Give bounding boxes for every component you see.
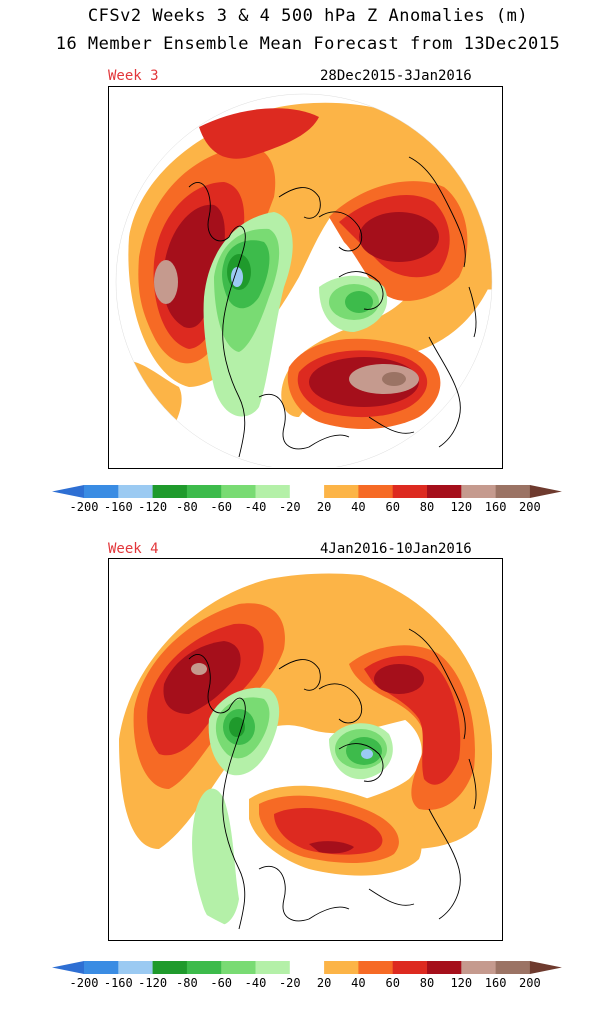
colorbar-tick-label: -160 bbox=[104, 500, 133, 512]
colorbar-bin bbox=[221, 961, 256, 974]
colorbar-tick-label: -200 bbox=[70, 500, 99, 512]
colorbar-bin bbox=[255, 485, 291, 498]
colorbar-bin bbox=[324, 485, 359, 498]
week-4-date-range: 4Jan2016-10Jan2016 bbox=[320, 541, 472, 557]
anomaly-band-dark-red bbox=[163, 641, 241, 714]
colorbar-bin bbox=[358, 485, 393, 498]
colorbar-tick-label: -160 bbox=[104, 976, 133, 988]
colorbar-tick-label: -200 bbox=[70, 976, 99, 988]
colorbar-tick-label: 80 bbox=[420, 500, 434, 512]
anomaly-band-dark-red bbox=[374, 664, 424, 694]
anomaly-band-dark-green bbox=[229, 717, 245, 737]
week-3-date-range: 28Dec2015-3Jan2016 bbox=[320, 68, 472, 84]
week-4-map bbox=[108, 558, 503, 941]
colorbar-bin bbox=[495, 961, 531, 974]
colorbar-tick-label: 20 bbox=[317, 976, 331, 988]
colorbar-tick-label: -80 bbox=[176, 500, 198, 512]
colorbar-tick-label: -20 bbox=[279, 976, 301, 988]
week-4-label: Week 4 bbox=[108, 541, 159, 557]
anomaly-core-dark-brown bbox=[382, 372, 406, 386]
colorbar-tick-label: 40 bbox=[351, 976, 365, 988]
colorbar-bin bbox=[255, 961, 291, 974]
colorbar-high-arrow bbox=[529, 961, 562, 974]
colorbar-week-4: -200 -160 -120 -80 -60 -40 -20 20 40 60 80 120 160 20… bbox=[48, 958, 568, 988]
colorbar-bin bbox=[118, 961, 153, 974]
colorbar-bin bbox=[84, 485, 119, 498]
colorbar-bin bbox=[461, 961, 496, 974]
colorbar-bin bbox=[221, 485, 256, 498]
colorbar-bin bbox=[152, 485, 188, 498]
colorbar-tick-label: -60 bbox=[210, 976, 232, 988]
colorbar-bin bbox=[392, 485, 428, 498]
anomaly-band-dark-red bbox=[359, 212, 439, 262]
colorbar-tick-label: 120 bbox=[450, 976, 472, 988]
anomaly-band-dark-red bbox=[309, 841, 354, 854]
colorbar-tick-label: -120 bbox=[138, 500, 167, 512]
colorbar-bin bbox=[118, 485, 153, 498]
colorbar-bin bbox=[427, 961, 462, 974]
colorbar-bin bbox=[461, 485, 496, 498]
colorbar-tick-label: 200 bbox=[519, 500, 541, 512]
colorbar-low-arrow bbox=[52, 961, 84, 974]
colorbar-tick-label: -80 bbox=[176, 976, 198, 988]
anomaly-core-brown bbox=[191, 663, 207, 675]
colorbar-tick-label: 60 bbox=[385, 976, 399, 988]
colorbar-bin bbox=[152, 961, 188, 974]
colorbar-high-arrow bbox=[529, 485, 562, 498]
colorbar-tick-label: 160 bbox=[485, 976, 507, 988]
anomaly-band-red bbox=[199, 108, 319, 159]
colorbar-bin bbox=[495, 485, 531, 498]
week-3-label: Week 3 bbox=[108, 68, 159, 84]
colorbar-tick-label: -60 bbox=[210, 500, 232, 512]
anomaly-core-light-blue bbox=[231, 267, 243, 287]
title-line-2: 16 Member Ensemble Mean Forecast from 13… bbox=[55, 34, 561, 54]
colorbar-swatches: -200 -160 -120 -80 -60 -40 -20 20 40 60 80 120 160 20… bbox=[52, 485, 562, 512]
anomaly-core-light-blue bbox=[361, 749, 373, 759]
anomaly-band-red bbox=[274, 807, 383, 855]
coastlines bbox=[188, 628, 477, 930]
colorbar-bin bbox=[186, 961, 222, 974]
colorbar-swatches: -200 -160 -120 -80 -60 -40 -20 20 40 60 80 120 160 20… bbox=[52, 961, 562, 988]
week-3-map bbox=[108, 86, 503, 469]
colorbar-tick-label: 60 bbox=[385, 500, 399, 512]
colorbar-tick-label: -40 bbox=[245, 976, 267, 988]
anomaly-band-light-green bbox=[192, 788, 239, 926]
colorbar-tick-label: 80 bbox=[420, 976, 434, 988]
colorbar-bin bbox=[289, 961, 325, 974]
colorbar-tick-label: 160 bbox=[485, 500, 507, 512]
coastlines bbox=[188, 156, 477, 458]
colorbar-tick-label: 200 bbox=[519, 976, 541, 988]
colorbar-bin bbox=[84, 961, 119, 974]
colorbar-bin bbox=[289, 485, 325, 498]
colorbar-low-arrow bbox=[52, 485, 84, 498]
colorbar-bin bbox=[358, 961, 393, 974]
colorbar-tick-label: 40 bbox=[351, 500, 365, 512]
colorbar-tick-label: -120 bbox=[138, 976, 167, 988]
title-line-1: CFSv2 Weeks 3 & 4 500 hPa Z Anomalies (m… bbox=[87, 6, 529, 26]
colorbar-tick-label: -40 bbox=[245, 500, 267, 512]
colorbar-bin bbox=[186, 485, 222, 498]
anomaly-core-brown bbox=[154, 260, 178, 304]
colorbar-tick-label: 20 bbox=[317, 500, 331, 512]
anomaly-band-mid-green bbox=[345, 291, 373, 313]
colorbar-bin bbox=[427, 485, 462, 498]
colorbar-tick-label: -20 bbox=[279, 500, 301, 512]
colorbar-week-3: -200 -160 -120 -80 -60 -40 -20 20 40 60 80 120 160 20… bbox=[48, 482, 568, 512]
colorbar-bin bbox=[324, 961, 359, 974]
colorbar-tick-label: 120 bbox=[450, 500, 472, 512]
colorbar-bin bbox=[392, 961, 428, 974]
